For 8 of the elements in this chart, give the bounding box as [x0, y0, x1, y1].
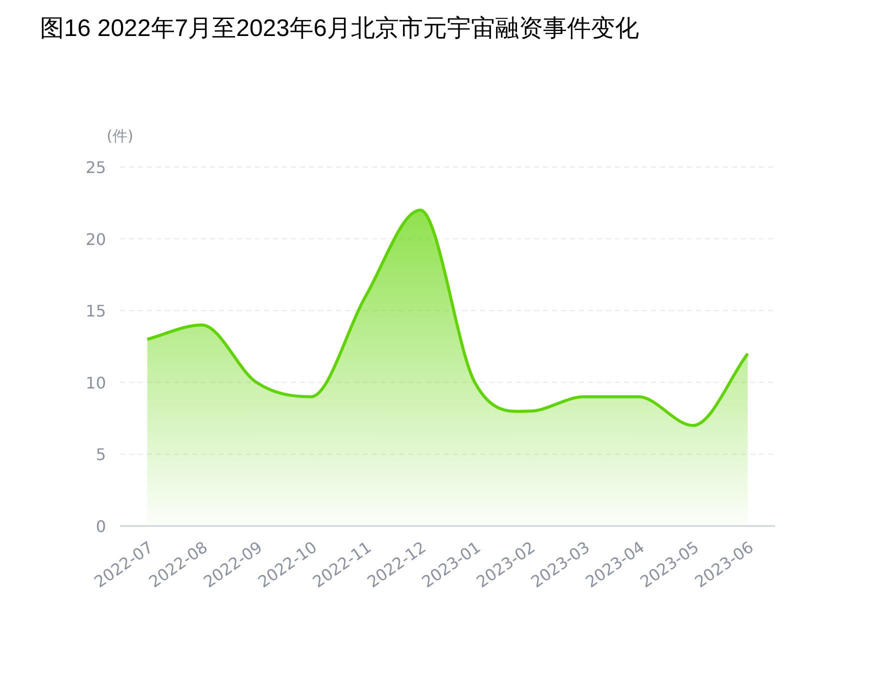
- y-tick-label: 0: [96, 517, 106, 536]
- y-tick-label: 10: [86, 373, 106, 392]
- y-axis-title: (件): [106, 127, 134, 145]
- y-tick-label: 25: [86, 158, 106, 177]
- y-tick-label: 5: [96, 445, 106, 464]
- title: 图16 2022年7月至2023年6月北京市元宇宙融资事件变化: [40, 14, 639, 44]
- y-tick-label: 15: [86, 302, 106, 321]
- y-tick-label: 20: [86, 230, 106, 249]
